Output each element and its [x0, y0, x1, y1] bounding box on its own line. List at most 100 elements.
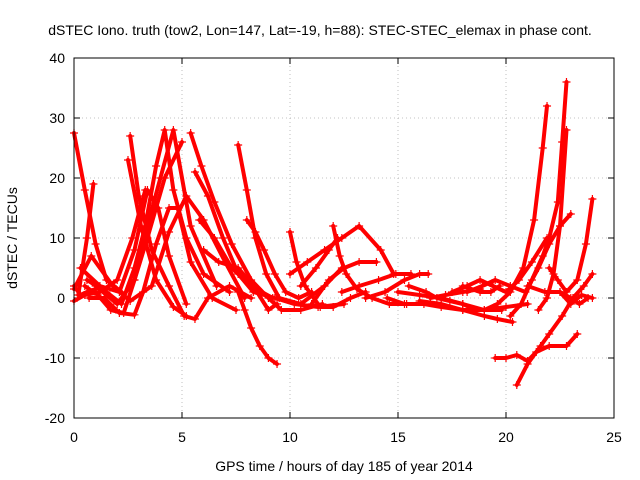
x-tick-label: 0 — [70, 429, 78, 445]
data-point — [186, 129, 195, 137]
data-point — [376, 246, 385, 254]
data-point — [424, 270, 433, 278]
data-point — [361, 294, 370, 302]
series-39 — [545, 195, 597, 296]
data-point — [165, 204, 174, 212]
data-point — [556, 288, 564, 296]
data-point — [234, 141, 243, 149]
series-line — [558, 290, 595, 306]
data-point — [190, 168, 199, 176]
data-point — [113, 276, 122, 284]
data-point — [579, 282, 588, 290]
data-point — [556, 222, 564, 230]
data-point — [391, 270, 400, 278]
x-tick-label: 20 — [498, 429, 514, 445]
data-point — [242, 186, 251, 194]
data-point — [219, 234, 228, 242]
series-11 — [186, 129, 327, 314]
data-point — [476, 276, 485, 284]
data-point — [286, 270, 294, 278]
data-point — [426, 294, 435, 302]
series-line — [547, 197, 595, 294]
data-point — [538, 252, 547, 260]
data-point — [234, 288, 243, 296]
data-point — [400, 276, 409, 284]
data-point — [294, 294, 303, 302]
data-point — [497, 306, 506, 314]
data-point — [534, 306, 543, 314]
data-point — [545, 330, 554, 338]
data-point — [588, 270, 597, 278]
data-point — [273, 360, 282, 368]
data-point — [536, 342, 545, 350]
data-point — [562, 342, 571, 350]
data-point — [540, 288, 549, 296]
data-point — [478, 282, 487, 290]
data-point — [277, 306, 286, 314]
series-line — [298, 236, 340, 288]
series-34 — [506, 78, 571, 320]
data-point — [82, 234, 91, 242]
data-point — [275, 294, 284, 302]
data-point — [512, 351, 521, 359]
data-point — [247, 294, 256, 302]
data-point — [458, 306, 467, 314]
series-line — [93, 128, 219, 306]
data-point — [324, 276, 333, 284]
data-point — [242, 216, 251, 224]
data-point — [115, 288, 124, 296]
series-24 — [361, 270, 433, 302]
series-33 — [480, 102, 552, 314]
series-line — [236, 290, 279, 366]
data-point — [76, 264, 85, 272]
data-point — [545, 264, 554, 272]
data-point — [512, 381, 521, 389]
data-point — [199, 246, 208, 254]
series-37 — [512, 270, 597, 389]
data-point — [316, 303, 325, 311]
data-point — [136, 222, 145, 230]
data-point — [232, 306, 240, 314]
series-line — [460, 284, 502, 294]
data-point — [281, 288, 290, 296]
data-point — [212, 282, 221, 290]
data-point — [262, 270, 271, 278]
data-point — [152, 162, 161, 170]
data-point — [448, 288, 456, 296]
data-point — [383, 294, 392, 302]
data-point — [491, 276, 500, 284]
data-point — [292, 258, 301, 266]
y-tick-label: 10 — [49, 230, 65, 246]
data-point — [441, 291, 450, 299]
axis-ticks: 0 5 10 15 20 25 -20 -10 0 10 20 30 40 — [45, 50, 622, 445]
data-point — [458, 282, 467, 290]
data-point — [523, 360, 532, 368]
data-point — [543, 294, 552, 302]
data-point — [255, 342, 264, 350]
data-point — [404, 282, 413, 290]
data-point — [480, 306, 489, 314]
data-point — [286, 228, 294, 236]
data-point — [182, 300, 191, 308]
x-tick-label: 15 — [390, 429, 406, 445]
data-point — [247, 324, 256, 332]
y-tick-label: 40 — [49, 50, 65, 66]
x-axis-label: GPS time / hours of day 185 of year 2014 — [215, 458, 473, 474]
data-point — [415, 297, 424, 305]
series-23 — [337, 270, 415, 296]
data-point — [381, 288, 390, 296]
data-point — [76, 291, 85, 299]
data-point — [324, 246, 333, 254]
data-point — [152, 240, 161, 248]
x-tick-label: 25 — [606, 429, 622, 445]
data-point — [186, 258, 195, 266]
data-point — [165, 282, 174, 290]
data-series — [70, 78, 597, 389]
data-point — [493, 300, 502, 308]
data-point — [130, 310, 139, 319]
data-point — [251, 228, 260, 236]
data-point — [240, 306, 249, 314]
data-point — [311, 264, 320, 272]
data-point — [82, 276, 91, 284]
data-point — [355, 222, 364, 230]
